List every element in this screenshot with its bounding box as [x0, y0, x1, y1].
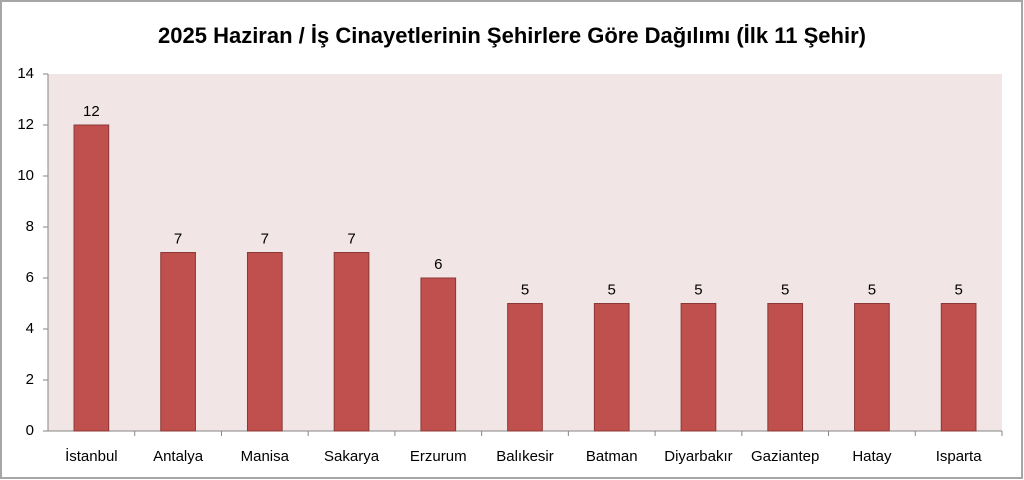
bar: [680, 303, 717, 432]
x-tick-label: Manisa: [241, 448, 290, 465]
bar: [73, 124, 110, 432]
y-tick-label: 6: [26, 269, 34, 286]
x-tick-label: Isparta: [936, 448, 983, 465]
y-tick-label: 0: [26, 422, 34, 439]
x-tick-label: Diyarbakır: [664, 448, 732, 465]
x-tick-label: İstanbul: [65, 447, 118, 465]
bar: [160, 252, 196, 432]
bar: [507, 303, 543, 432]
data-label: 5: [694, 281, 702, 298]
bar: [854, 303, 890, 432]
data-label: 5: [608, 281, 616, 298]
bar: [420, 277, 457, 432]
y-tick-label: 10: [17, 167, 34, 184]
y-tick-label: 12: [17, 116, 34, 133]
y-tick-label: 2: [26, 371, 34, 388]
data-label: 5: [521, 281, 529, 298]
data-label: 7: [174, 230, 182, 247]
bar: [940, 303, 977, 432]
data-label: 6: [434, 256, 442, 273]
x-tick-label: Erzurum: [410, 448, 467, 465]
x-tick-label: Batman: [586, 448, 638, 465]
x-tick-label: Antalya: [153, 448, 204, 465]
bar: [593, 303, 630, 432]
data-label: 12: [83, 103, 100, 120]
y-tick-label: 8: [26, 218, 34, 235]
data-label: 7: [347, 230, 355, 247]
y-tick-label: 4: [26, 320, 34, 337]
data-label: 5: [954, 281, 962, 298]
chart-title: 2025 Haziran / İş Cinayetlerinin Şehirle…: [158, 23, 866, 48]
y-tick-label: 14: [17, 65, 34, 82]
data-label: 5: [781, 281, 789, 298]
data-label: 5: [868, 281, 876, 298]
data-label: 7: [261, 230, 269, 247]
x-tick-label: Balıkesir: [496, 448, 554, 465]
bar: [767, 303, 804, 432]
x-tick-label: Hatay: [852, 448, 892, 465]
bar: [333, 252, 370, 432]
x-tick-label: Gaziantep: [751, 448, 819, 465]
x-tick-label: Sakarya: [324, 448, 380, 465]
bar: [246, 252, 283, 432]
